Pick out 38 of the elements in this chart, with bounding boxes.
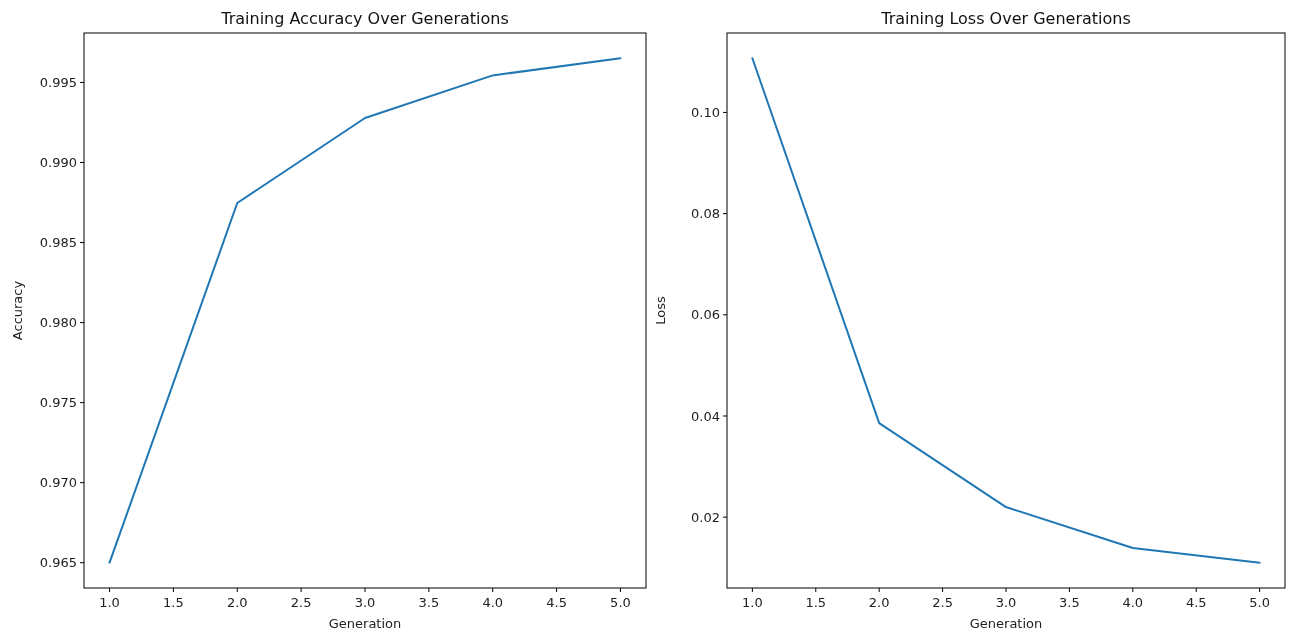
x-tick-label: 4.5 <box>546 595 567 610</box>
y-tick-label: 0.995 <box>39 75 77 91</box>
y-axis-title: Accuracy <box>10 280 25 341</box>
x-tick-label: 1.0 <box>99 595 120 610</box>
y-tick-label: 0.08 <box>691 206 720 222</box>
y-tick-label: 0.985 <box>39 235 77 251</box>
x-tick-label: 1.5 <box>163 595 184 610</box>
y-tick-label: 0.965 <box>39 555 77 571</box>
x-tick-label: 3.5 <box>418 595 440 610</box>
y-tick-label: 0.980 <box>39 315 77 331</box>
x-tick-label: 2.0 <box>868 595 890 610</box>
x-axis-title: Generation <box>328 616 402 631</box>
x-tick-label: 3.5 <box>1059 595 1080 610</box>
x-tick-label: 1.5 <box>805 595 827 610</box>
x-tick-label: 1.0 <box>742 595 763 610</box>
line-series <box>108 57 622 564</box>
y-tick-label: 0.02 <box>691 509 720 525</box>
x-tick-label: 5.0 <box>610 595 631 610</box>
x-axis-title: Generation <box>969 616 1043 631</box>
chart-title: Training Accuracy Over Generations <box>220 9 509 28</box>
x-tick-label: 5.0 <box>1249 595 1270 610</box>
chart-title: Training Loss Over Generations <box>880 9 1131 28</box>
y-axis-title: Loss <box>653 296 668 325</box>
x-tick-label: 4.0 <box>1122 595 1144 610</box>
y-tick-label: 0.04 <box>691 408 720 424</box>
x-tick-label: 4.0 <box>482 595 504 610</box>
x-tick-label: 2.5 <box>290 595 312 610</box>
x-tick-label: 4.5 <box>1185 595 1207 610</box>
y-tick-label: 0.970 <box>39 475 77 491</box>
line-series <box>751 57 1261 564</box>
x-tick-label: 2.0 <box>226 595 248 610</box>
y-tick-label: 0.06 <box>691 307 720 323</box>
y-tick-label: 0.990 <box>39 155 77 171</box>
x-tick-label: 2.5 <box>932 595 953 610</box>
y-tick-label: 0.975 <box>39 395 77 411</box>
x-tick-label: 3.0 <box>354 595 376 610</box>
x-tick-label: 3.0 <box>995 595 1017 610</box>
y-tick-label: 0.10 <box>691 104 720 120</box>
